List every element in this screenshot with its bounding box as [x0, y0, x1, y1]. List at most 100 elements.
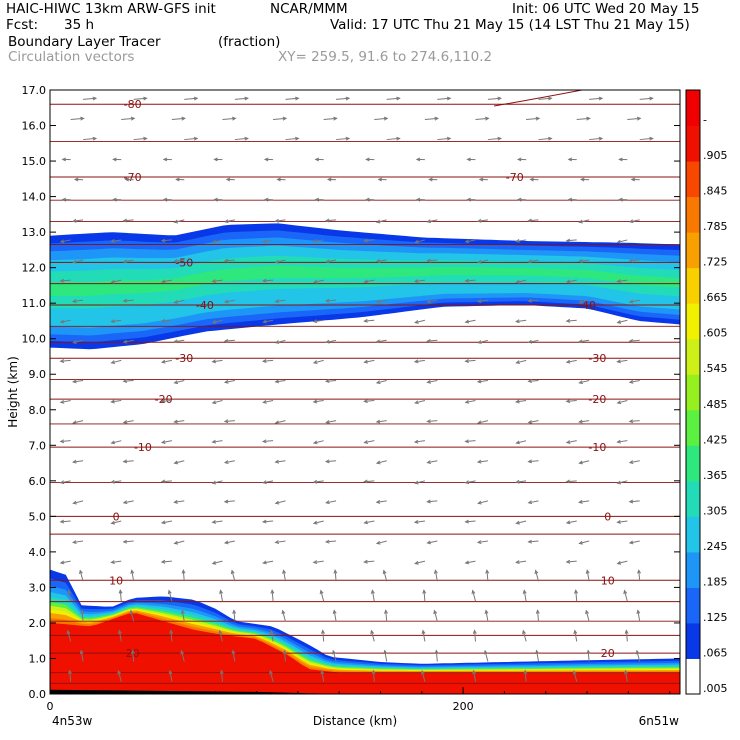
- wind-vector: [516, 157, 527, 162]
- contour-label: -50: [175, 256, 193, 269]
- vector-head: [464, 239, 470, 244]
- vector-head: [616, 279, 621, 284]
- wind-vector: [426, 499, 438, 504]
- wind-vector: [624, 629, 629, 642]
- vector-shaft: [579, 420, 590, 423]
- vector-shaft: [326, 540, 337, 543]
- vector-head: [515, 560, 520, 565]
- vector-head: [122, 379, 128, 384]
- wind-vector: [231, 649, 236, 662]
- vector-head: [578, 540, 583, 545]
- wind-vector: [312, 279, 324, 284]
- vector-head: [122, 420, 128, 424]
- vector-shaft: [625, 630, 628, 642]
- vector-shaft: [384, 650, 388, 662]
- vector-head: [169, 629, 174, 634]
- vector-head: [414, 320, 419, 324]
- wind-vector: [628, 379, 640, 384]
- vector-shaft: [161, 440, 172, 444]
- vector-shaft: [474, 630, 477, 642]
- vector-head: [628, 299, 634, 304]
- wind-vector: [579, 177, 590, 182]
- wind-vector: [324, 539, 337, 544]
- vector-head: [466, 157, 471, 162]
- vector-head: [565, 399, 571, 404]
- vector-shaft: [263, 359, 274, 362]
- wind-vector: [169, 629, 174, 642]
- wind-vector: [211, 439, 223, 444]
- wind-vector: [314, 157, 324, 162]
- vector-head: [110, 520, 116, 525]
- y-tick-label: 9.0: [29, 368, 47, 381]
- vector-head: [628, 460, 634, 465]
- wind-vector: [515, 359, 527, 365]
- wind-vector: [274, 500, 286, 505]
- wind-vector: [477, 339, 489, 344]
- wind-vector: [413, 520, 425, 524]
- vector-head: [223, 540, 229, 545]
- vector-shaft: [282, 610, 286, 622]
- vector-head: [363, 479, 368, 484]
- vector-shaft: [437, 137, 451, 141]
- y-tick-label: 15.0: [22, 155, 47, 168]
- vector-shaft: [321, 670, 325, 682]
- wind-vector: [59, 480, 71, 485]
- y-tick-label: 11.0: [22, 297, 47, 310]
- vector-head: [375, 299, 381, 304]
- forecast-hours: 35 h: [64, 17, 95, 33]
- vector-head: [578, 339, 583, 344]
- vector-head: [363, 440, 368, 444]
- wind-vector: [487, 96, 502, 101]
- vector-head: [527, 500, 533, 505]
- vector-head: [414, 400, 419, 405]
- vector-head: [464, 519, 469, 524]
- vector-shaft: [181, 610, 185, 622]
- vector-shaft: [579, 460, 590, 464]
- vector-shaft: [326, 420, 337, 424]
- vector-shaft: [427, 219, 438, 223]
- wind-vector: [274, 218, 286, 223]
- vector-shaft: [60, 239, 71, 243]
- wind-vector: [314, 197, 324, 202]
- vector-head: [565, 440, 571, 444]
- wind-vector: [576, 116, 591, 121]
- vector-head: [534, 569, 539, 575]
- vector-shaft: [579, 500, 590, 503]
- vector-shaft: [326, 219, 337, 222]
- vector-head: [573, 629, 578, 635]
- wind-vector: [324, 298, 337, 303]
- vector-shaft: [270, 630, 274, 642]
- vector-shaft: [535, 570, 539, 582]
- vector-head: [628, 379, 634, 384]
- wind-vector: [413, 439, 425, 444]
- wind-vector: [375, 339, 387, 344]
- vector-head: [497, 136, 502, 141]
- wind-vector: [269, 669, 274, 682]
- vector-head: [529, 177, 534, 182]
- wind-vector: [478, 177, 488, 182]
- wind-vector: [285, 96, 300, 101]
- vector-shaft: [313, 239, 324, 242]
- vector-head: [548, 96, 553, 101]
- vector-head: [384, 609, 388, 614]
- vector-head: [477, 340, 482, 344]
- vector-head: [122, 259, 128, 264]
- vector-head: [211, 480, 217, 485]
- vector-head: [211, 439, 217, 444]
- vector-head: [377, 177, 383, 182]
- vector-shaft: [386, 137, 400, 141]
- vector-head: [122, 298, 128, 303]
- vector-head: [363, 559, 368, 564]
- wind-vector: [375, 499, 387, 504]
- vector-shaft: [465, 239, 476, 243]
- vector-head: [485, 569, 490, 574]
- vector-head: [274, 218, 280, 223]
- vector-head: [312, 279, 318, 284]
- wind-vector: [211, 359, 223, 364]
- wind-vector: [527, 218, 539, 223]
- vector-shaft: [617, 400, 628, 404]
- wind-vector: [476, 540, 488, 544]
- wind-vector: [122, 500, 134, 505]
- vector-head: [548, 136, 553, 141]
- xy-coordinates: XY= 259.5, 91.6 to 274.6,110.2: [278, 49, 493, 65]
